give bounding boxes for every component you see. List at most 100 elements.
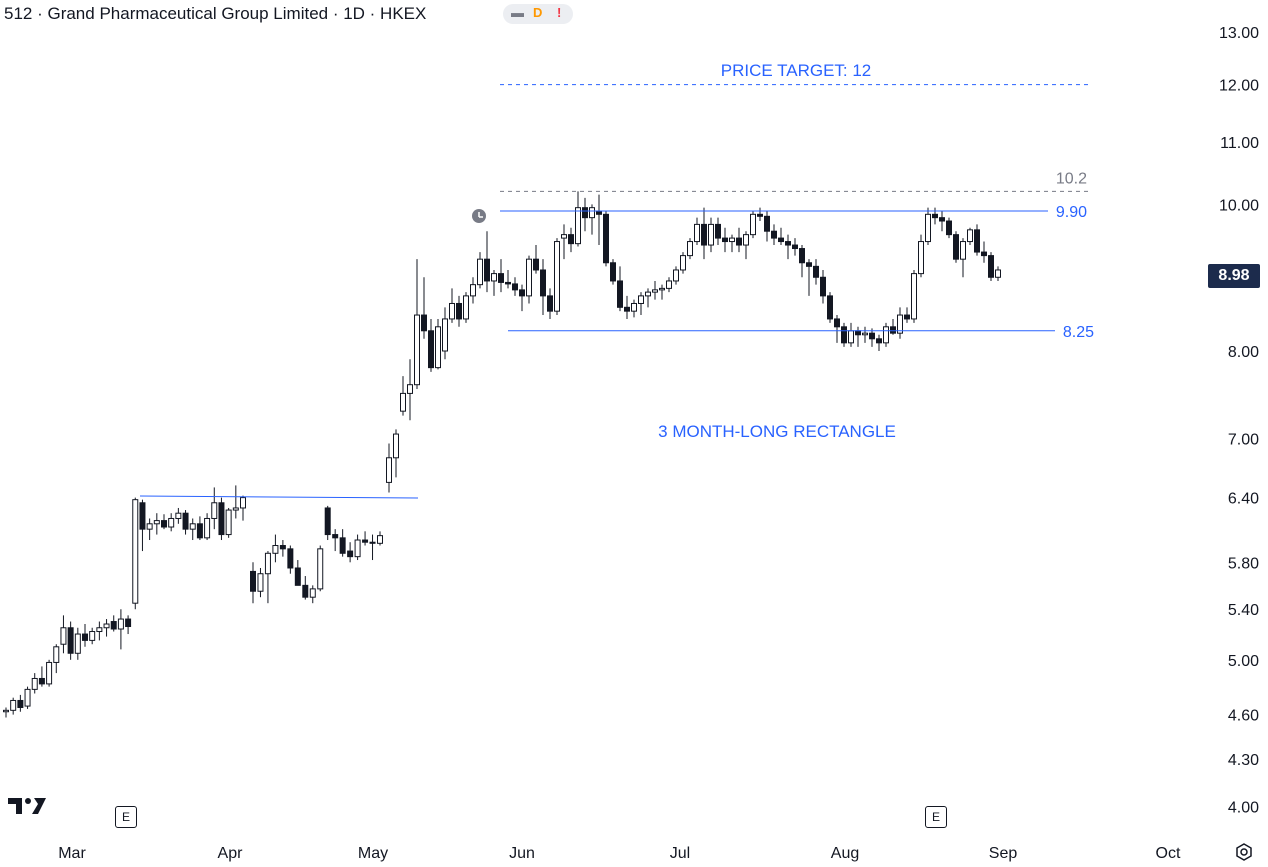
- candle-body: [400, 392, 406, 412]
- candle-body: [995, 269, 1001, 278]
- candle-body: [74, 633, 81, 654]
- candle-body: [967, 229, 973, 243]
- candle-body: [582, 207, 588, 219]
- candle-body: [272, 545, 279, 554]
- candle-body: [820, 276, 826, 297]
- candle-body: [876, 338, 882, 344]
- candle-body: [624, 306, 630, 312]
- candle-body: [232, 507, 239, 511]
- earnings-badge-aug[interactable]: E: [925, 806, 947, 828]
- candle-body: [414, 314, 420, 386]
- interval-d-icon[interactable]: D: [533, 5, 543, 20]
- candle-body: [386, 457, 392, 483]
- candle-body: [10, 699, 17, 711]
- candle-body: [533, 258, 539, 271]
- candle-body: [610, 262, 616, 282]
- candle-body: [729, 237, 735, 243]
- candle-body: [264, 552, 271, 575]
- y-tick-label: 12.00: [1219, 78, 1259, 95]
- settings-gear-icon[interactable]: [1234, 842, 1254, 862]
- candle-body: [834, 318, 840, 328]
- alert-icon[interactable]: !: [557, 5, 562, 20]
- x-tick-label: May: [358, 845, 388, 862]
- candle-body: [31, 677, 38, 690]
- candle-body: [540, 269, 546, 297]
- rectangle-top-label: 9.90: [1056, 204, 1087, 221]
- candle-body: [17, 699, 24, 708]
- x-tick-label: Jun: [509, 845, 535, 862]
- candle-body: [673, 269, 679, 282]
- candle-body: [547, 295, 553, 312]
- candle-body: [694, 223, 700, 243]
- candle-body: [393, 433, 399, 459]
- candle-body: [869, 332, 875, 340]
- candle-body: [666, 280, 672, 289]
- x-tick-label: Aug: [831, 845, 859, 862]
- candle-body: [339, 537, 346, 554]
- candle-body: [904, 314, 910, 320]
- candle-body: [175, 512, 182, 519]
- candle-body: [701, 223, 707, 246]
- candle-body: [218, 502, 225, 536]
- candle-body: [806, 262, 812, 267]
- candle-body: [161, 520, 167, 528]
- candle-body: [60, 627, 67, 645]
- minus-icon[interactable]: ▬: [511, 5, 524, 20]
- candle-body: [708, 223, 714, 246]
- candle-body: [89, 631, 96, 641]
- candle-body: [974, 229, 980, 253]
- rectangle-pattern-label: 3 MONTH-LONG RECTANGLE: [658, 422, 896, 441]
- x-tick-label: Mar: [58, 845, 86, 862]
- candle-body: [792, 244, 798, 250]
- y-tick-label: 8.00: [1228, 344, 1259, 361]
- candle-body: [918, 241, 924, 275]
- candle-body: [168, 517, 175, 528]
- candle-body: [442, 318, 448, 352]
- candle-body: [407, 384, 413, 394]
- x-tick-label: Sep: [989, 845, 1018, 862]
- last-price-badge: 8.98: [1208, 264, 1260, 288]
- candle-body: [3, 709, 9, 713]
- candle-body: [799, 248, 805, 264]
- candle-body: [911, 273, 917, 320]
- candle-body: [435, 326, 441, 369]
- candle-body: [848, 330, 854, 344]
- candle-body: [470, 284, 476, 297]
- candle-body: [53, 646, 60, 663]
- y-tick-label: 10.00: [1219, 197, 1259, 214]
- candle-body: [96, 627, 103, 633]
- candle-body: [324, 507, 331, 536]
- candle-body: [491, 273, 497, 282]
- candle-body: [946, 220, 952, 236]
- candle-body: [736, 237, 742, 246]
- candle-body: [287, 548, 294, 569]
- candle-body: [862, 332, 868, 336]
- candle-body: [512, 283, 518, 291]
- candle-body: [575, 207, 581, 245]
- candle-body: [449, 302, 455, 320]
- candle-body: [24, 688, 31, 707]
- candle-body: [132, 499, 139, 604]
- candle-body: [463, 295, 469, 320]
- candle-body: [477, 258, 483, 286]
- candle-body: [715, 223, 721, 239]
- candle-body: [139, 502, 146, 530]
- candle-body: [813, 265, 819, 278]
- candle-body: [182, 512, 189, 530]
- candle-body: [554, 241, 560, 312]
- y-tick-label: 4.00: [1228, 799, 1259, 816]
- candle-body: [855, 330, 861, 336]
- tradingview-logo[interactable]: [8, 796, 48, 821]
- breakout-line: [139, 495, 419, 499]
- candle-body: [827, 295, 833, 320]
- earnings-badge-mar[interactable]: E: [115, 806, 137, 828]
- candle-body: [603, 213, 609, 264]
- candle-body: [568, 234, 574, 245]
- candle-body: [841, 326, 847, 344]
- candle-body: [456, 302, 462, 320]
- x-tick-label: Oct: [1156, 845, 1181, 862]
- candle-body: [764, 215, 770, 232]
- status-pill[interactable]: ▬ D !: [503, 4, 573, 24]
- candle-body: [785, 241, 791, 246]
